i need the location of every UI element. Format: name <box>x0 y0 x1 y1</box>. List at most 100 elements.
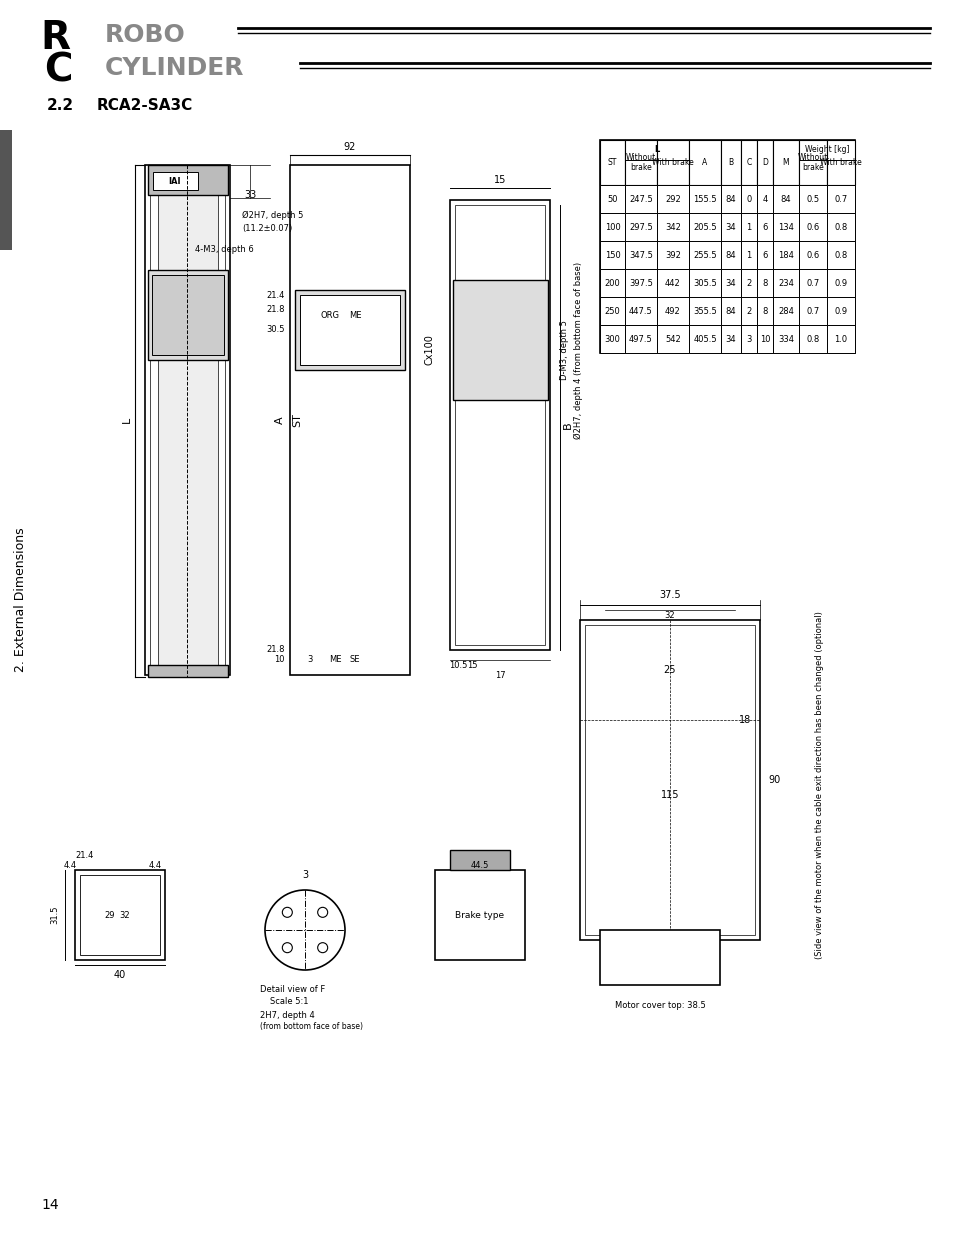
Text: L: L <box>654 146 659 154</box>
Bar <box>688 296 720 325</box>
Text: 3: 3 <box>745 335 751 343</box>
Bar <box>148 664 228 677</box>
Text: With brake: With brake <box>652 158 693 167</box>
Text: 84: 84 <box>725 194 736 204</box>
Text: 2.2: 2.2 <box>47 98 73 112</box>
Text: 0.6: 0.6 <box>805 222 819 231</box>
Text: 32: 32 <box>664 610 675 620</box>
Bar <box>826 269 854 296</box>
Text: 8: 8 <box>761 306 767 315</box>
Text: 10: 10 <box>759 335 769 343</box>
Bar <box>799 241 826 269</box>
Text: 155.5: 155.5 <box>693 194 716 204</box>
Bar <box>145 165 230 676</box>
Text: 542: 542 <box>664 335 680 343</box>
Text: 0.8: 0.8 <box>834 251 846 259</box>
Text: 31.5: 31.5 <box>51 905 59 924</box>
Text: 50: 50 <box>607 194 618 204</box>
Bar <box>772 241 799 269</box>
Bar <box>740 212 757 241</box>
Text: 447.5: 447.5 <box>628 306 652 315</box>
Text: 15: 15 <box>494 175 506 185</box>
Text: 17: 17 <box>495 671 505 679</box>
Text: 100: 100 <box>604 222 619 231</box>
Bar <box>599 185 624 212</box>
Bar <box>772 269 799 296</box>
Text: Cx100: Cx100 <box>424 335 435 366</box>
Text: 84: 84 <box>725 251 736 259</box>
Text: D: D <box>761 158 767 167</box>
Text: Without
brake: Without brake <box>625 153 656 172</box>
Text: 90: 90 <box>768 776 781 785</box>
Text: 297.5: 297.5 <box>628 222 652 231</box>
Bar <box>624 325 657 353</box>
Text: 205.5: 205.5 <box>693 222 716 231</box>
Text: 2H7, depth 4: 2H7, depth 4 <box>260 1010 314 1020</box>
Bar <box>75 869 165 960</box>
Text: Without
brake: Without brake <box>797 153 827 172</box>
Text: A: A <box>274 416 285 424</box>
Bar <box>688 325 720 353</box>
Bar <box>158 175 218 664</box>
Text: 492: 492 <box>664 306 680 315</box>
Text: 300: 300 <box>604 335 619 343</box>
Bar <box>757 325 772 353</box>
Bar <box>450 850 510 869</box>
Bar <box>657 185 688 212</box>
Text: B: B <box>728 158 733 167</box>
Text: 1: 1 <box>745 222 751 231</box>
Text: 342: 342 <box>664 222 680 231</box>
Bar <box>799 185 826 212</box>
Bar <box>740 185 757 212</box>
Text: 2: 2 <box>745 279 751 288</box>
Text: 1.0: 1.0 <box>834 335 846 343</box>
Text: RCA2-SA3C: RCA2-SA3C <box>97 98 193 112</box>
Text: Brake type: Brake type <box>455 910 504 920</box>
Text: C: C <box>44 51 72 89</box>
Text: 255.5: 255.5 <box>693 251 716 259</box>
Text: ME: ME <box>329 656 341 664</box>
Bar <box>826 296 854 325</box>
Bar <box>599 296 624 325</box>
Text: 2: 2 <box>745 306 751 315</box>
Bar <box>799 269 826 296</box>
Bar <box>599 930 720 986</box>
Text: 18: 18 <box>739 715 750 725</box>
Text: 200: 200 <box>604 279 619 288</box>
Bar <box>150 170 225 671</box>
Text: A: A <box>701 158 707 167</box>
Bar <box>688 241 720 269</box>
Bar <box>435 869 524 960</box>
Text: Ø2H7, depth 5: Ø2H7, depth 5 <box>242 210 303 220</box>
Bar <box>720 241 740 269</box>
Bar <box>657 212 688 241</box>
Text: 34: 34 <box>725 222 736 231</box>
Bar <box>772 140 799 185</box>
Bar <box>772 325 799 353</box>
Text: ROBO: ROBO <box>105 23 185 47</box>
Text: 21.8: 21.8 <box>266 646 285 655</box>
Bar <box>624 212 657 241</box>
Text: (from bottom face of base): (from bottom face of base) <box>260 1023 363 1031</box>
Text: 3: 3 <box>301 869 308 881</box>
Bar <box>657 269 688 296</box>
Text: 15: 15 <box>466 661 476 669</box>
Text: 497.5: 497.5 <box>628 335 652 343</box>
Bar <box>450 200 550 650</box>
Bar <box>720 212 740 241</box>
Text: 0.6: 0.6 <box>805 251 819 259</box>
Text: 4.4: 4.4 <box>63 861 76 869</box>
Bar <box>688 269 720 296</box>
Text: 6: 6 <box>761 251 767 259</box>
Bar <box>826 212 854 241</box>
Text: IAI: IAI <box>169 178 181 186</box>
Text: L: L <box>122 417 132 424</box>
Bar <box>657 296 688 325</box>
Bar <box>772 185 799 212</box>
Text: 34: 34 <box>725 335 736 343</box>
Text: 0.7: 0.7 <box>805 306 819 315</box>
Bar <box>148 165 228 195</box>
Text: M: M <box>781 158 788 167</box>
Bar <box>799 325 826 353</box>
Text: CYLINDER: CYLINDER <box>105 56 245 80</box>
